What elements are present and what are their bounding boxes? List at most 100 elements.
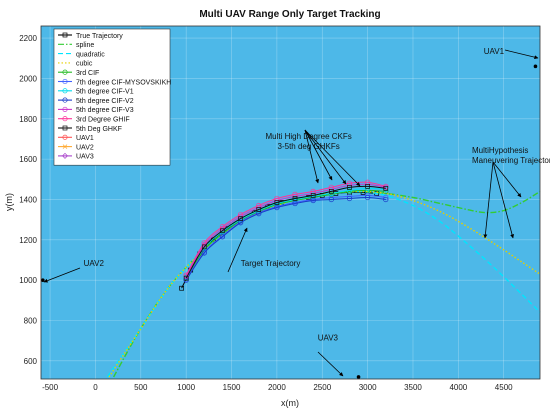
annotation-arrow-8	[483, 161, 494, 239]
annotation-4: 3-5th deg GHKFs	[278, 142, 340, 151]
x-tick-label-10: 4500	[495, 383, 513, 392]
legend-label-5th-deg-ghkf: 5th Deg GHKF	[76, 126, 122, 133]
x-axis-label: x(m)	[281, 398, 299, 408]
y-tick-label-0: 600	[24, 357, 38, 366]
series-line-5th-deg-ghkf	[185, 185, 386, 279]
legend-label-quadratic: quadratic	[76, 51, 105, 58]
legend-box	[53, 28, 171, 166]
point-5th-deg-ghkf-9	[347, 185, 352, 190]
legend-label-3rd-degree-ghif: 3rd Degree GHIF	[76, 117, 130, 124]
legend-marker-uav1	[62, 134, 68, 140]
legend-label-uav3: UAV3	[76, 154, 94, 161]
series-layer	[106, 179, 541, 378]
x-tick-label-0: -500	[42, 383, 59, 392]
x-tick-label-1: 0	[93, 383, 98, 392]
legend-label-3rd-cif: 3rd CIF	[76, 70, 99, 77]
point-5th-deg-ghkf-8	[328, 189, 334, 194]
legend-label-7th-degree-cif-mysovskikh: 7th degree CIF-MYSOVSKIKH	[76, 79, 171, 86]
point-5th-deg-ghkf-11	[383, 186, 389, 191]
point-5th-degree-cif-v2-8	[328, 196, 334, 203]
legend-marker-7th-degree-cif-mysovskikh	[62, 78, 68, 85]
point-5th-degree-cif-v2-7	[310, 197, 316, 204]
uav1-position	[533, 64, 538, 69]
legend-label-uav2: UAV2	[76, 144, 94, 151]
annotation-arrow-2	[317, 351, 344, 377]
point-5th-deg-ghkf-3	[238, 216, 243, 221]
annotation-7: Maneuvering Trajectories	[472, 156, 550, 165]
legend-label-uav1: UAV1	[76, 135, 94, 142]
point-5th-deg-ghkf-4	[256, 207, 262, 212]
annotation-arrow-6	[304, 129, 361, 187]
x-tick-label-4: 1500	[223, 383, 241, 392]
y-axis-label: y(m)	[4, 193, 14, 211]
y-tick-label-1: 800	[24, 317, 38, 326]
y-tick-label-2: 1000	[19, 276, 37, 285]
point-5th-degree-cif-v2-11	[383, 196, 389, 203]
legend-marker-3rd-cif	[62, 69, 68, 75]
point-5th-degree-cif-v2-10	[364, 194, 371, 201]
annotation-arrow-3	[304, 129, 320, 184]
y-tick-label-7: 2000	[19, 74, 37, 83]
legend-label-cubic: cubic	[76, 61, 93, 68]
point-5th-degree-cif-v2-2	[219, 234, 226, 240]
x-tick-label-9: 4000	[449, 383, 467, 392]
series-line-5th-degree-cif-v2	[185, 196, 386, 281]
point-5th-degree-cif-v2-5	[274, 204, 280, 211]
annotation-0: UAV1	[484, 47, 505, 56]
axis-ticks: -500 0 500 1000 1500 2000 2500 3000 3500 4000 4500…	[19, 34, 513, 392]
x-tick-label-3: 1000	[177, 383, 195, 392]
point-true-trajectory-0	[179, 285, 184, 291]
point-5th-deg-ghkf-1	[201, 244, 207, 250]
point-5th-deg-ghkf-0	[183, 275, 189, 281]
legend-marker-uav3	[62, 152, 68, 159]
legend-label-spline: spline	[76, 42, 94, 49]
x-tick-label-6: 2500	[313, 383, 331, 392]
point-5th-degree-cif-v2-6	[292, 200, 298, 207]
legend-marker-uav2	[62, 144, 68, 149]
annotation-6: MultiHypothesis	[472, 146, 528, 155]
uav2-position	[41, 278, 45, 282]
x-tick-label-7: 3000	[359, 383, 377, 392]
series-line-3rd-degree-ghif	[185, 181, 386, 276]
annotation-arrow-5	[304, 129, 347, 185]
y-tick-label-5: 1600	[19, 155, 37, 164]
x-tick-label-5: 2000	[268, 383, 286, 392]
legend-marker-true-trajectory	[62, 32, 68, 38]
annotation-2: UAV3	[318, 334, 339, 343]
annotation-arrow-0	[504, 49, 539, 60]
plot-border	[40, 25, 541, 380]
uav3-position	[356, 375, 361, 379]
legend-label-true-trajectory: True Trajectory	[76, 33, 123, 40]
chart-title: Multi UAV Range Only Target Tracking	[199, 9, 380, 20]
y-tick-label-3: 1200	[19, 236, 37, 245]
annotation-arrow-1	[43, 267, 81, 283]
legend-marker-5th-deg-ghkf	[62, 125, 68, 131]
x-tick-label-2: 500	[134, 383, 148, 392]
annotation-arrow-10	[492, 161, 522, 198]
annotation-arrow-9	[492, 161, 515, 239]
y-tick-label-8: 2200	[19, 34, 37, 43]
annotation-5: Target Trajectory	[241, 259, 301, 268]
annotation-arrow-4	[304, 129, 333, 181]
legend-marker-5th-degree-cif-v1	[62, 88, 68, 94]
point-5th-deg-ghkf-10	[365, 184, 370, 189]
legend-label-5th-degree-cif-v2: 5th degree CIF-V2	[76, 98, 134, 105]
y-tick-label-6: 1800	[19, 115, 37, 124]
point-5th-degree-cif-v1-9	[346, 187, 353, 194]
legend-label-5th-degree-cif-v1: 5th degree CIF-V1	[76, 89, 134, 96]
legend-marker-5th-degree-cif-v3	[62, 106, 68, 112]
annotation-1: UAV2	[84, 259, 105, 268]
legend-marker-5th-degree-cif-v2	[62, 97, 68, 103]
point-5th-degree-cif-v2-9	[346, 195, 353, 202]
point-5th-deg-ghkf-7	[310, 193, 316, 198]
series-line-quadratic	[106, 190, 541, 378]
legend-marker-3rd-degree-ghif	[62, 116, 68, 122]
point-5th-deg-ghkf-2	[220, 228, 225, 234]
y-tick-label-4: 1400	[19, 195, 37, 204]
point-5th-deg-ghkf-6	[292, 196, 298, 201]
legend-label-5th-degree-cif-v3: 5th degree CIF-V3	[76, 107, 134, 114]
point-5th-deg-ghkf-5	[274, 200, 280, 205]
legend: True Trajectory spline quadratic cubic 3rd C…	[53, 28, 171, 166]
